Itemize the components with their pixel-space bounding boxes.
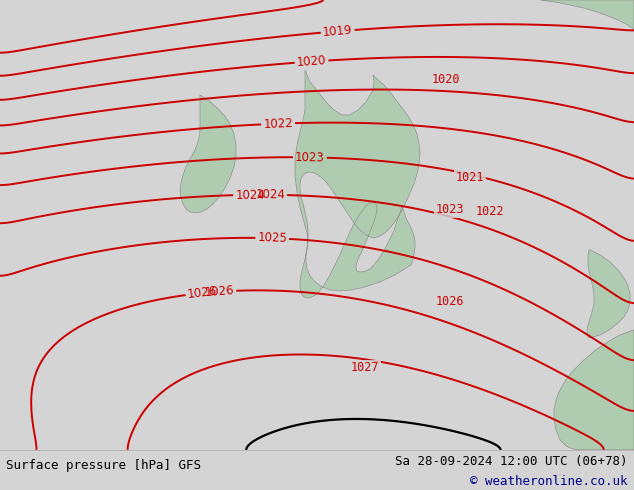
Text: 1022: 1022 [263,117,294,131]
Text: 1026: 1026 [436,295,464,308]
Text: 1023: 1023 [436,203,464,217]
Text: 1025: 1025 [257,231,287,245]
Text: 1026: 1026 [187,285,218,301]
Polygon shape [540,0,634,30]
Text: Sa 28-09-2024 12:00 UTC (06+78): Sa 28-09-2024 12:00 UTC (06+78) [395,455,628,467]
Polygon shape [587,250,630,338]
Text: Surface pressure [hPa] GFS: Surface pressure [hPa] GFS [6,460,202,472]
Text: 1024: 1024 [235,188,265,201]
Polygon shape [295,70,420,298]
Text: 1026: 1026 [204,284,235,299]
Text: 1020: 1020 [296,54,327,69]
Polygon shape [554,330,634,450]
Text: 1021: 1021 [456,172,484,184]
Text: 1019: 1019 [322,24,353,39]
Text: © weatheronline.co.uk: © weatheronline.co.uk [470,475,628,488]
Text: 1022: 1022 [476,205,504,219]
Text: 1023: 1023 [295,150,325,164]
Text: 1020: 1020 [432,74,460,86]
Text: 1027: 1027 [351,361,379,374]
Text: 1024: 1024 [255,188,285,201]
Polygon shape [180,95,236,213]
